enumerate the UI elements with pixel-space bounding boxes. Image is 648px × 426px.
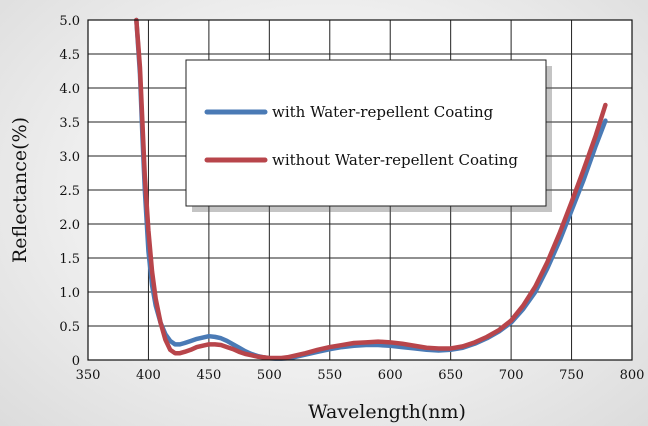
y-axis-title: Reflectance(%) xyxy=(9,117,31,263)
series-lines xyxy=(134,17,608,361)
x-tick-labels: 350 400 450 500 550 600 650 700 750 800 xyxy=(76,368,645,383)
y-tick-labels: 0 0.5 1.0 1.5 2.0 2.5 3.0 3.5 4.0 4.5 5.0 xyxy=(59,14,80,369)
x-tick-label: 650 xyxy=(438,368,463,383)
y-tick-label: 3.0 xyxy=(59,150,80,165)
y-tick-label: 2.0 xyxy=(59,218,80,233)
y-tick-label: 4.0 xyxy=(59,82,80,97)
x-tick-label: 350 xyxy=(76,368,101,383)
legend-label-with-coating: with Water-repellent Coating xyxy=(272,103,494,121)
y-tick-label: 4.5 xyxy=(59,48,80,63)
x-tick-label: 600 xyxy=(378,368,403,383)
x-tick-label: 450 xyxy=(196,368,221,383)
x-tick-label: 500 xyxy=(257,368,282,383)
y-tick-label: 1.0 xyxy=(59,286,80,301)
legend-label-without-coating: without Water-repellent Coating xyxy=(272,151,518,169)
plot-border xyxy=(87,19,633,361)
legend-box xyxy=(185,59,547,207)
y-tick-label: 5.0 xyxy=(59,14,80,29)
x-tick-label: 550 xyxy=(317,368,342,383)
legend: with Water-repellent Coating without Wat… xyxy=(185,59,552,212)
series-line-without-coating xyxy=(134,17,608,361)
x-tick-label: 700 xyxy=(499,368,524,383)
y-tick-label: 0 xyxy=(72,354,80,369)
y-tick-label: 0.5 xyxy=(59,320,80,335)
x-tick-label: 400 xyxy=(136,368,161,383)
x-tick-label: 800 xyxy=(620,368,645,383)
x-tick-label: 750 xyxy=(559,368,584,383)
x-axis-title: Wavelength(nm) xyxy=(308,401,466,423)
y-tick-label: 1.5 xyxy=(59,252,80,267)
y-tick-label: 2.5 xyxy=(59,184,80,199)
y-tick-label: 3.5 xyxy=(59,116,80,131)
